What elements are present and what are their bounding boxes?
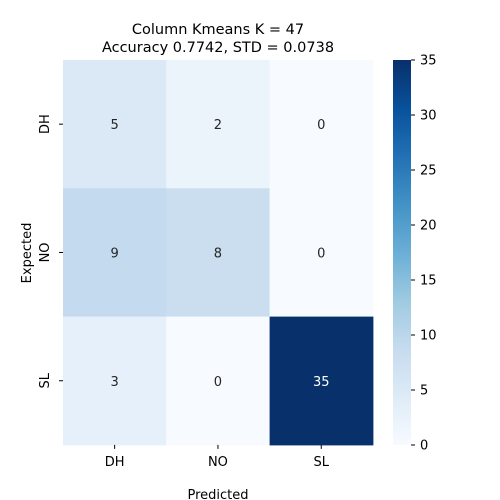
heatmap-cell-value: 0 (317, 246, 325, 261)
colorbar-tick-label: 35 (420, 54, 437, 69)
y-axis-ticks: DH NO SL (38, 114, 63, 389)
heatmap-cell-value: 5 (111, 118, 119, 133)
heatmap-cell (269, 188, 374, 318)
colorbar-tick-label: 15 (420, 274, 437, 289)
heatmap-cell (166, 188, 271, 318)
x-tick-label: SL (314, 455, 330, 470)
colorbar-gradient (393, 60, 411, 445)
colorbar-tick-label: 5 (420, 384, 428, 399)
y-tick-label: DH (38, 114, 53, 134)
heatmap-cell (166, 316, 271, 446)
colorbar-tick-label: 20 (420, 219, 437, 234)
y-axis-label: Expected (20, 223, 35, 284)
y-tick-label: NO (38, 242, 53, 262)
x-axis-ticks: DH NO SL (105, 444, 330, 470)
heatmap-cell-value: 0 (317, 118, 325, 133)
heatmap-cell-value: 2 (214, 118, 222, 133)
chart-title-line1: Column Kmeans K = 47 (132, 22, 304, 38)
x-tick-label: DH (105, 455, 125, 470)
heatmap-cell (63, 316, 167, 446)
colorbar-tick-label: 10 (420, 329, 437, 344)
heatmap-cell-value: 0 (214, 375, 222, 390)
y-tick-label: SL (38, 372, 53, 388)
heatmap-cell-value: 3 (111, 375, 119, 390)
heatmap-cell-value: 8 (214, 246, 222, 261)
heatmap-cell (269, 316, 374, 446)
colorbar-tick-label: 25 (420, 164, 437, 179)
x-axis-label: Predicted (187, 488, 248, 500)
heatmap-cell (63, 188, 167, 318)
heatmap-cell-value: 35 (313, 375, 330, 390)
heatmap-cell (166, 60, 271, 189)
heatmap-cell (269, 60, 374, 189)
heatmap-cells: 5 2 0 9 8 0 3 0 35 (63, 60, 374, 446)
colorbar-tick-label: 0 (420, 439, 428, 454)
chart-title-line2: Accuracy 0.7742, STD = 0.0738 (102, 40, 334, 56)
heatmap-cell-value: 9 (111, 246, 119, 261)
heatmap-cell (63, 60, 167, 189)
x-tick-label: NO (208, 455, 228, 470)
colorbar: 0 5 10 15 20 25 30 35 (393, 54, 437, 454)
colorbar-tick-label: 30 (420, 109, 437, 124)
